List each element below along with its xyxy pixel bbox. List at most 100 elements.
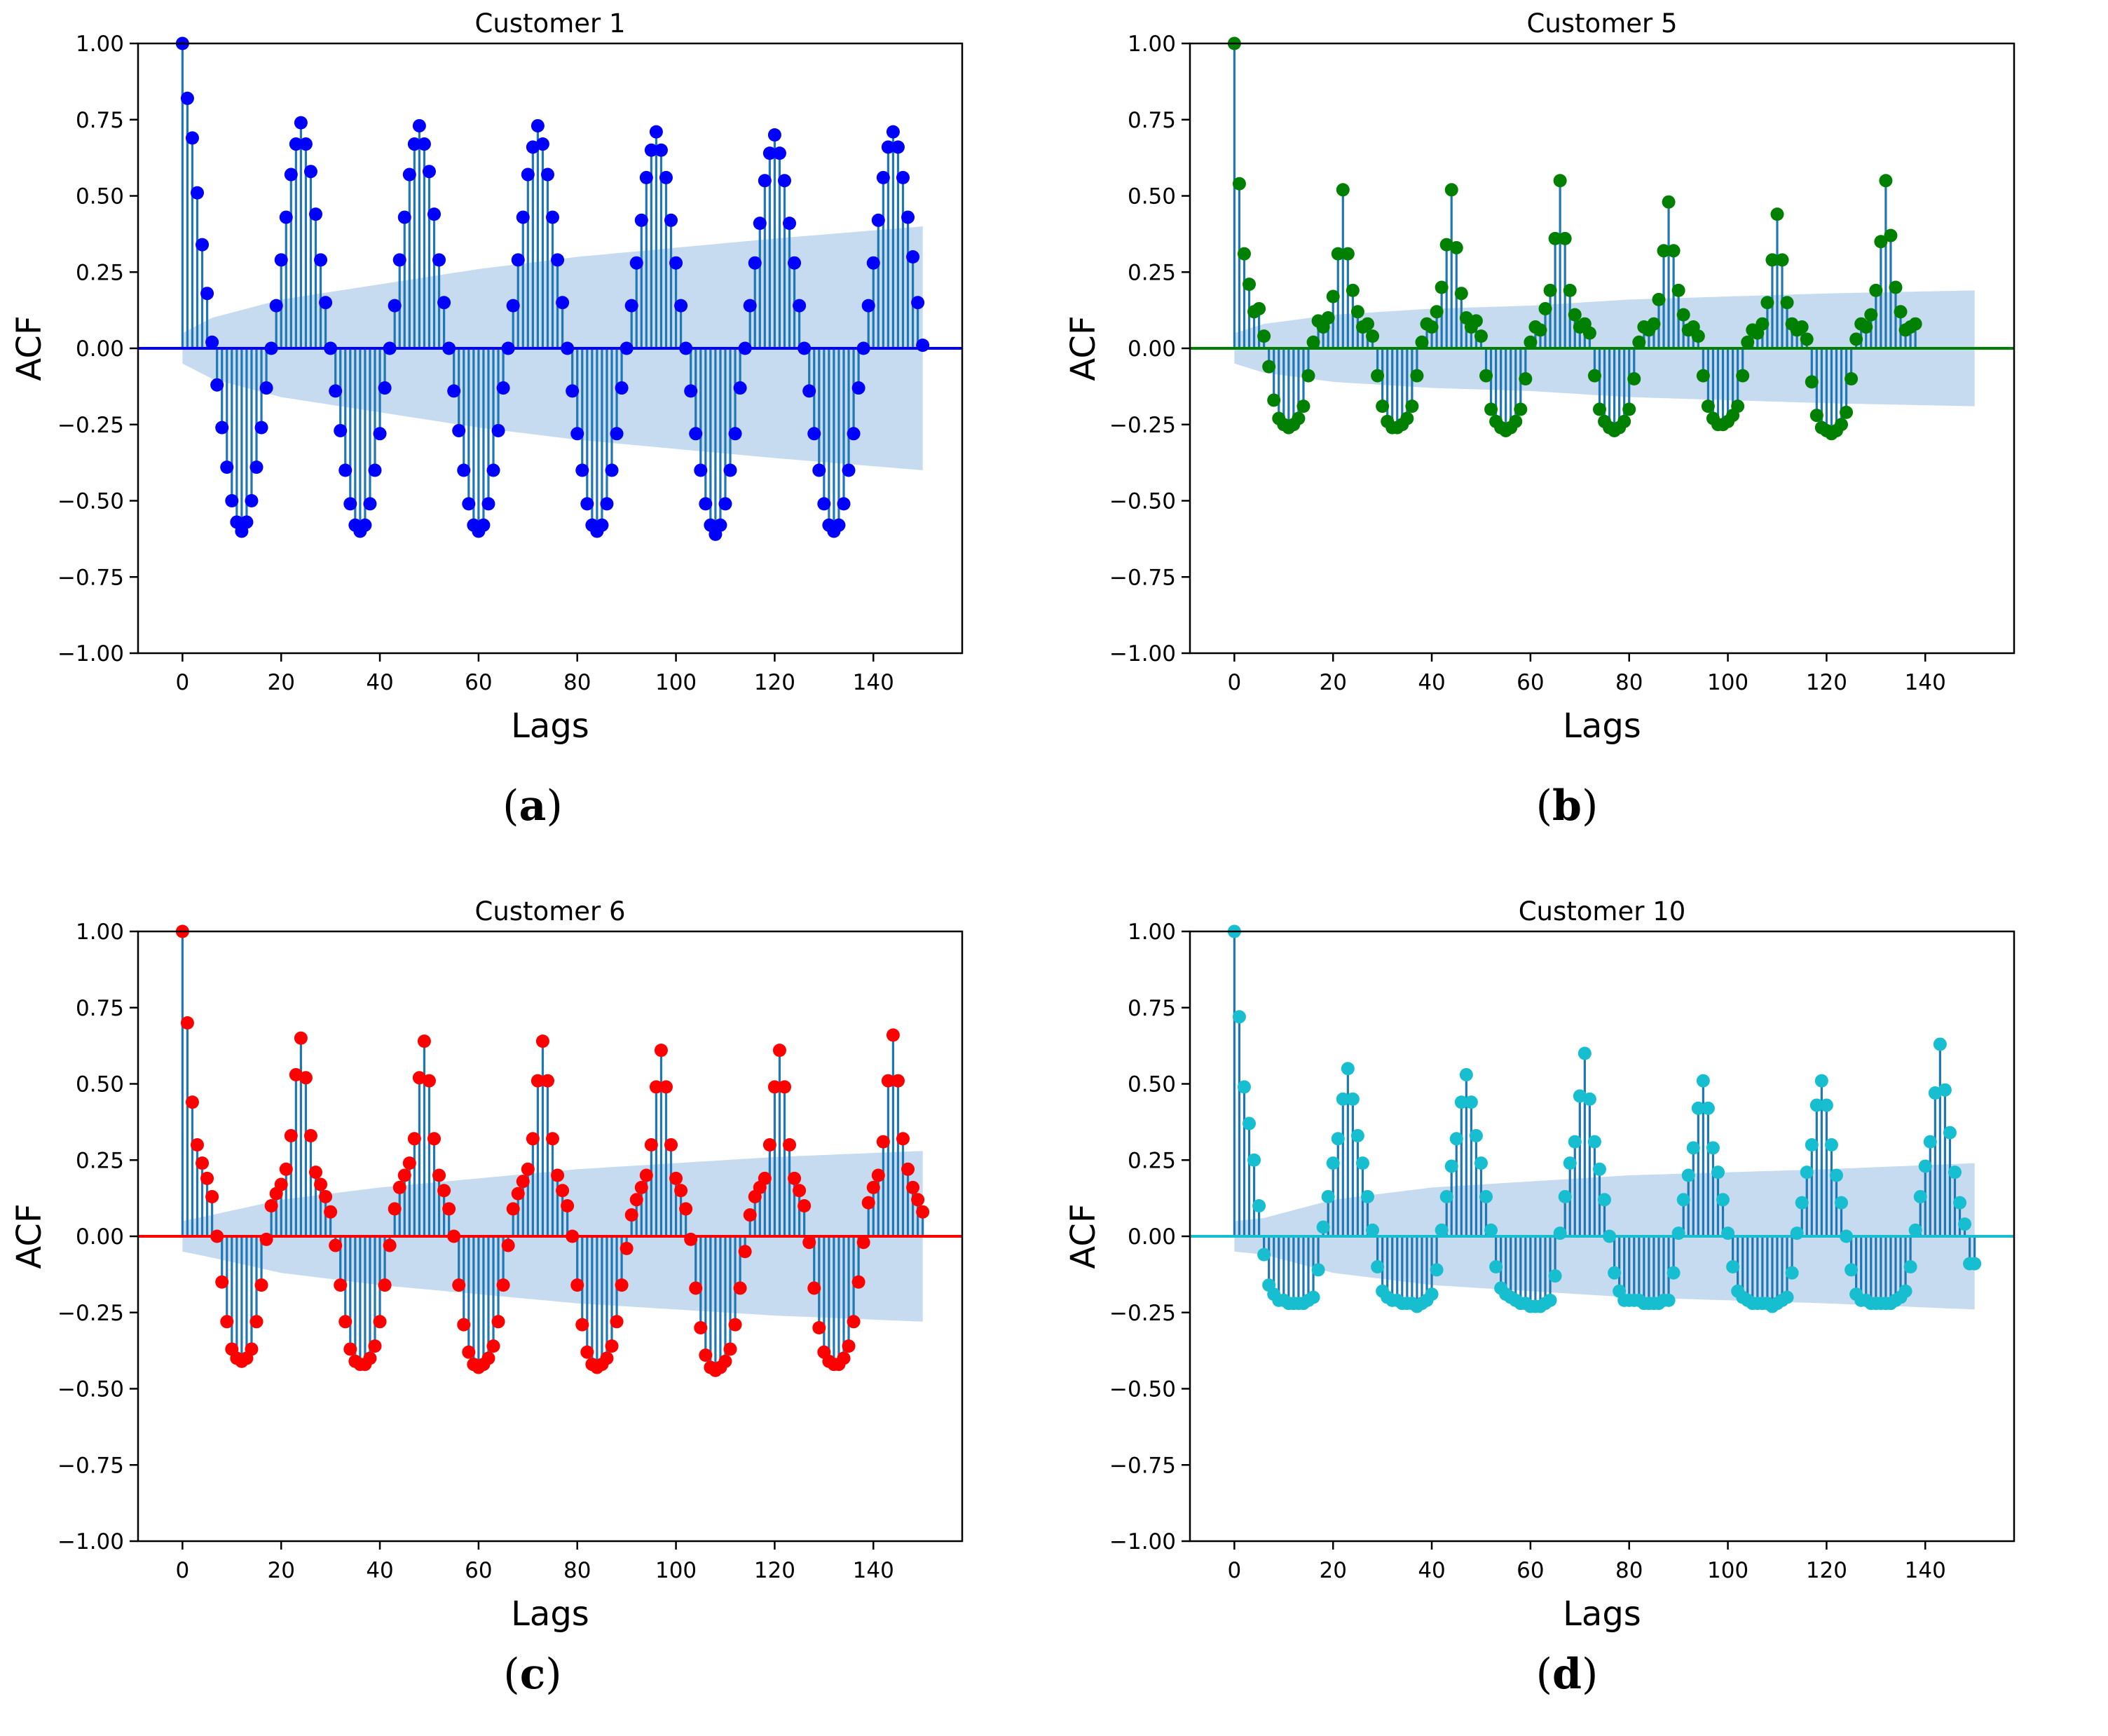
acf-marker — [812, 1321, 826, 1334]
acf-marker — [1898, 1284, 1912, 1298]
acf-marker — [1903, 1260, 1917, 1273]
acf-marker — [1622, 402, 1636, 416]
acf-marker — [551, 1168, 565, 1182]
acf-marker — [1366, 329, 1380, 343]
acf-marker — [264, 341, 278, 355]
acf-marker — [1306, 1290, 1320, 1304]
y-tick-label: 1.00 — [76, 32, 124, 57]
acf-marker — [210, 378, 224, 392]
y-tick-label: −0.50 — [57, 489, 124, 514]
acf-marker — [1454, 287, 1468, 301]
acf-marker — [442, 341, 456, 355]
acf-marker — [1666, 1266, 1681, 1280]
acf-marker — [329, 384, 343, 398]
y-tick-label: 1.00 — [76, 920, 124, 945]
acf-marker — [535, 1034, 549, 1048]
acf-marker — [847, 427, 861, 441]
acf-marker — [1425, 320, 1439, 334]
acf-marker — [783, 217, 797, 231]
acf-marker — [580, 1345, 594, 1359]
x-tick-label: 0 — [176, 1558, 190, 1583]
y-tick-label: 0.50 — [1128, 1072, 1176, 1098]
acf-marker — [1918, 1159, 1932, 1173]
acf-marker — [1948, 1166, 1962, 1180]
acf-marker — [240, 515, 254, 529]
acf-marker — [871, 213, 885, 227]
y-tick-label: 0.50 — [1128, 184, 1176, 210]
acf-marker — [575, 1318, 589, 1332]
acf-marker — [916, 1205, 930, 1219]
x-tick-label: 120 — [1806, 1558, 1847, 1583]
acf-marker — [334, 1278, 348, 1292]
acf-marker — [1558, 1189, 1572, 1203]
x-tick-label: 40 — [366, 1558, 393, 1583]
acf-marker — [733, 1281, 747, 1295]
acf-marker — [837, 497, 851, 511]
acf-marker — [329, 1238, 343, 1252]
acf-marker — [407, 137, 421, 151]
acf-marker — [911, 1193, 925, 1207]
acf-marker — [876, 1135, 890, 1149]
acf-marker — [1923, 1135, 1937, 1149]
y-tick-label: −0.25 — [1109, 413, 1176, 438]
acf-marker — [1425, 1287, 1439, 1301]
acf-marker — [1439, 1189, 1453, 1203]
acf-marker — [1568, 308, 1582, 322]
acf-marker — [220, 1315, 234, 1329]
acf-marker — [1968, 1257, 1982, 1271]
acf-marker — [610, 427, 624, 441]
acf-marker — [1459, 1067, 1473, 1081]
acf-marker — [303, 1128, 317, 1142]
acf-marker — [718, 1354, 732, 1368]
acf-marker — [383, 341, 397, 355]
acf-marker — [417, 137, 431, 151]
acf-marker — [1711, 1166, 1725, 1180]
x-tick-label: 0 — [176, 670, 190, 695]
acf-marker — [245, 494, 259, 507]
acf-marker — [654, 1044, 668, 1058]
acf-marker — [324, 1205, 338, 1219]
acf-marker — [866, 256, 880, 270]
y-tick-label: −1.00 — [57, 641, 124, 667]
y-tick-label: −0.75 — [1109, 1453, 1176, 1478]
acf-marker — [1755, 317, 1770, 331]
acf-marker — [629, 256, 643, 270]
acf-marker — [1326, 289, 1340, 303]
acf-marker — [294, 116, 308, 130]
caption-letter: c — [519, 1650, 546, 1699]
acf-marker — [1449, 1132, 1463, 1146]
chart-title: Customer 6 — [474, 896, 625, 927]
acf-marker — [535, 137, 549, 151]
acf-marker — [427, 207, 442, 221]
acf-marker — [501, 341, 515, 355]
acf-marker — [1361, 317, 1375, 331]
acf-marker — [1632, 335, 1646, 349]
acf-marker — [1331, 1132, 1345, 1146]
acf-marker — [851, 381, 865, 395]
chart-title: Customer 1 — [474, 8, 625, 39]
acf-marker — [1809, 409, 1823, 423]
acf-marker — [1829, 1168, 1843, 1182]
acf-marker — [901, 1162, 915, 1176]
acf-marker — [1553, 174, 1567, 188]
acf-marker — [210, 1229, 224, 1243]
acf-marker — [334, 423, 348, 437]
acf-marker — [392, 1180, 406, 1194]
acf-marker — [1469, 314, 1483, 328]
y-tick-label: 0.75 — [76, 108, 124, 133]
acf-marker — [1321, 1189, 1335, 1203]
acf-marker — [664, 1138, 678, 1151]
chart-svg: 1.00 0.75 0.50 0.25 0.00 −0.25 −0.50 −0.75 −1.00… — [1064, 896, 2015, 1634]
acf-marker — [743, 299, 757, 313]
acf-marker — [718, 497, 732, 511]
y-axis-label: ACF — [1064, 315, 1103, 381]
acf-marker — [644, 143, 658, 157]
y-tick-label: 0.00 — [1128, 1224, 1176, 1250]
x-tick-label: 20 — [267, 670, 294, 695]
chart-svg: 1.00 0.75 0.50 0.25 0.00 −0.25 −0.50 −0.75 −1.00… — [1064, 8, 2015, 746]
acf-marker — [659, 1080, 673, 1094]
acf-marker — [412, 118, 426, 132]
acf-marker — [314, 1177, 328, 1191]
acf-marker — [185, 131, 199, 145]
acf-marker — [1691, 1101, 1705, 1115]
